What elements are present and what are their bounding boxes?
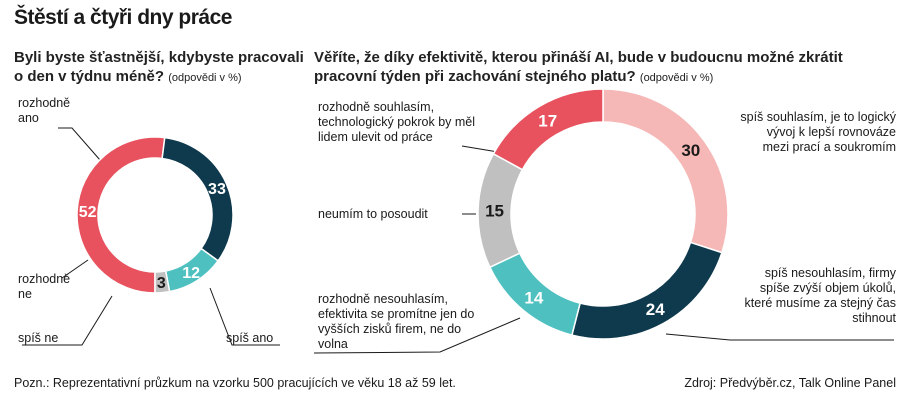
chart2-value-label-2: 14	[524, 289, 543, 308]
chart1-label-rozhodne-ano: rozhodně ano	[18, 96, 71, 125]
chart2-label-neumim: neumím to posoudit	[318, 207, 428, 221]
chart1-value-label-1: 33	[208, 181, 226, 198]
chart2-value-label-3: 15	[485, 202, 504, 221]
chart2-question: Věříte, že díky efektivitě, kterou přiná…	[314, 49, 843, 85]
chart2-slice-1	[571, 241, 723, 340]
chart1-slice-0	[76, 136, 166, 294]
chart1-label-spis-ne: spíš ne	[18, 331, 59, 345]
chart1-label-spis-ano: spíš ano	[226, 331, 274, 345]
chart2-label-spis-nesouhlasim: spíš nesouhlasím, firmy spíše zvýší obje…	[744, 266, 896, 325]
chart1-leader-slice-1	[209, 287, 280, 346]
chart2-slice-4	[492, 88, 604, 171]
chart2-note: (odpovědi v %)	[639, 72, 714, 84]
footer-source: Zdroj: Předvýběr.cz, Talk Online Panel	[684, 376, 896, 390]
chart1-note: (odpovědi v %)	[168, 72, 242, 84]
chart2-value-label-0: 30	[681, 141, 700, 160]
chart2-leader-slice-0	[461, 145, 499, 153]
chart1-slice-1	[161, 136, 234, 262]
chart2-title: Věříte, že díky efektivitě, kterou přiná…	[314, 48, 874, 88]
chart2-value-label-1: 24	[646, 300, 665, 319]
chart2-leader-slice-2	[313, 317, 521, 354]
chart2-label-rozhodne-souhlasim: rozhodně souhlasím, technologický pokrok…	[318, 100, 476, 144]
chart1-title: Byli byste šťastnější, kdybyste pracoval…	[14, 48, 314, 88]
chart1-value-label-0: 52	[79, 204, 97, 221]
chart1-value-label-3: 3	[157, 275, 166, 292]
page-title: Štěstí a čtyři dny práce	[14, 6, 232, 29]
chart2-label-rozhodne-nesouhlasim: rozhodně nesouhlasím, efektivita se prom…	[318, 292, 475, 351]
chart2-slice-0	[602, 88, 729, 254]
chart1-question: Byli byste šťastnější, kdybyste pracoval…	[14, 49, 304, 85]
chart1-leader-slice-0	[58, 127, 101, 161]
chart1-value-label-2: 12	[182, 265, 200, 282]
chart2-label-spis-souhlasim: spíš souhlasím, je to logický vývoj k le…	[740, 110, 896, 154]
chart1-label-rozhodne-ne: rozhodně ne	[18, 272, 71, 301]
chart2-leader-slice-3	[665, 333, 894, 341]
chart1-leader-slice-3	[61, 259, 89, 279]
chart1-slice-3	[154, 270, 171, 294]
footer-note: Pozn.: Reprezentativní průzkum na vzorku…	[14, 376, 456, 390]
chart1-leader-slice-2	[22, 295, 113, 346]
chart2-value-label-4: 17	[538, 112, 557, 131]
